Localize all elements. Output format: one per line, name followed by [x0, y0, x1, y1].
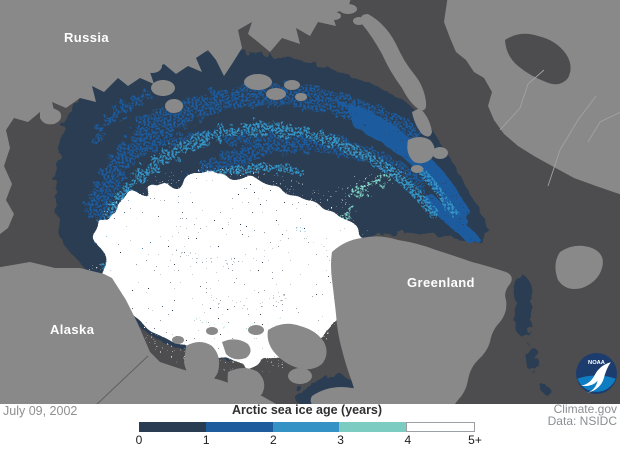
legend-tick-2: 2 [270, 433, 277, 447]
legend-tick-5+: 5+ [468, 433, 482, 447]
land-canadian-archipelago [172, 323, 399, 404]
credit-data-source: Data: NSIDC [547, 414, 617, 428]
legend-colorbar [139, 422, 475, 432]
land-layer [0, 0, 620, 404]
legend-segment-0-1 [139, 422, 206, 432]
map-label-alaska: Alaska [50, 322, 95, 337]
map-canvas [0, 0, 620, 404]
noaa-logo-text: NOAA [588, 360, 605, 366]
land-svalbard [407, 137, 448, 173]
date-label: July 09, 2002 [3, 404, 78, 418]
legend-segment-2-3 [272, 422, 340, 432]
legend-title: Arctic sea ice age (years) [231, 403, 383, 417]
legend-segment-1-2 [205, 422, 273, 432]
legend-segment-4-5+ [406, 422, 475, 432]
legend-tick-3: 3 [337, 433, 344, 447]
land-iceland [555, 245, 603, 289]
land-novaya-zemlya [360, 14, 427, 111]
land-scandinavia [444, 0, 620, 195]
legend-ticks: 0 1 2 3 4 5+ [135, 433, 482, 448]
noaa-logo: NOAA [576, 353, 617, 394]
legend-bar-area: July 09, 2002 Arctic sea ice age (years)… [0, 403, 620, 450]
border-lines [96, 69, 620, 404]
legend-tick-0: 0 [135, 433, 143, 447]
map-label-greenland: Greenland [407, 275, 475, 290]
credits: Climate.gov Data: NSIDC [548, 403, 617, 427]
credit-climate-gov: Climate.gov [553, 402, 617, 416]
legend-segment-3-4 [339, 422, 407, 432]
land-greenland [331, 236, 512, 404]
arctic-sea-ice-map: Russia Alaska Greenland NOAA [0, 0, 620, 404]
legend: Arctic sea ice age (years) 0 1 2 3 4 5+ [135, 403, 482, 450]
land-arctic-islands [142, 2, 365, 113]
land-russia [0, 0, 351, 235]
legend-tick-4: 4 [404, 433, 412, 447]
legend-tick-1: 1 [202, 433, 210, 447]
map-label-russia: Russia [64, 30, 110, 45]
land-alaska-canada [0, 262, 276, 404]
